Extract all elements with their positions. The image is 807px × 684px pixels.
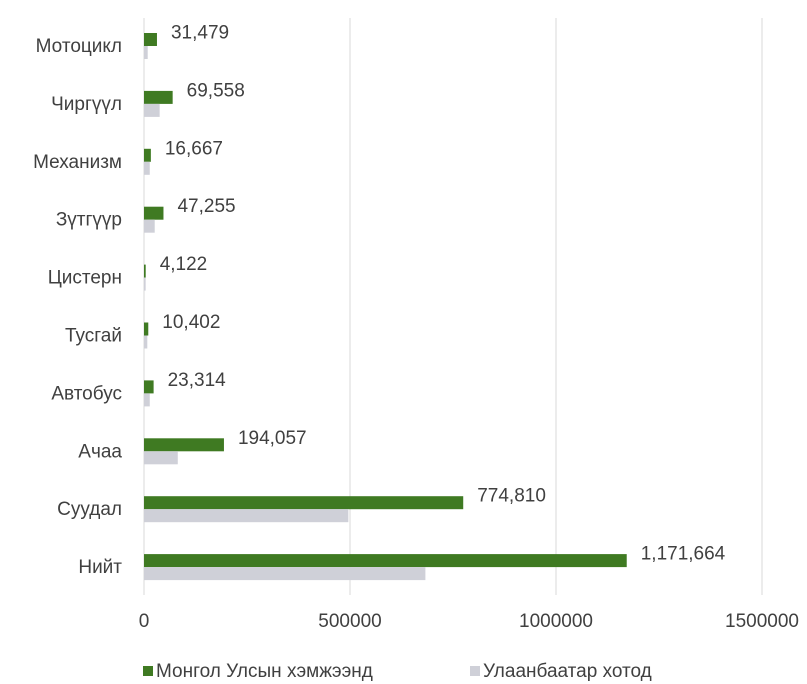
- bar: [144, 554, 627, 568]
- y-tick-label: Механизм: [33, 152, 122, 173]
- bar: [144, 277, 146, 291]
- bar: [144, 380, 154, 394]
- y-tick-label: Чиргүүл: [51, 94, 122, 115]
- data-label: 16,667: [165, 138, 223, 159]
- x-tick-label: 500000: [318, 611, 381, 632]
- bar: [144, 33, 157, 46]
- data-label: 194,057: [238, 428, 307, 449]
- bar: [144, 90, 173, 104]
- bar: [144, 335, 148, 349]
- y-tick-label: Мотоцикл: [36, 36, 122, 57]
- y-tick-label: Цистерн: [48, 268, 122, 289]
- bar: [144, 393, 150, 407]
- y-tick-label: Суудал: [57, 499, 122, 520]
- x-tick-label: 0: [139, 611, 150, 632]
- legend-label: Монгол Улсын хэмжээнд: [156, 661, 373, 682]
- x-tick-label: 1000000: [519, 611, 593, 632]
- data-label: 10,402: [162, 312, 220, 333]
- data-label: 47,255: [177, 196, 235, 217]
- bar: [144, 438, 224, 452]
- data-label: 1,171,664: [641, 544, 726, 565]
- bar: [144, 322, 149, 336]
- bar: [144, 496, 464, 510]
- x-tick-label: 1500000: [725, 611, 799, 632]
- y-tick-label: Автобус: [51, 383, 122, 404]
- legend-label: Улаанбаатар хотод: [483, 661, 652, 682]
- data-label: 4,122: [160, 254, 208, 275]
- data-label: 31,479: [171, 23, 229, 44]
- legend-swatch: [470, 666, 480, 676]
- y-tick-label: Нийт: [78, 557, 122, 578]
- bar: [144, 148, 151, 162]
- legend-swatch: [143, 666, 153, 676]
- bar: [144, 567, 426, 581]
- y-tick-label: Зүтгүүр: [56, 210, 122, 231]
- bar: [144, 451, 178, 465]
- data-label: 774,810: [477, 486, 546, 507]
- y-tick-label: Тусгай: [65, 326, 122, 347]
- bar: [144, 161, 150, 175]
- bar: [144, 206, 164, 220]
- bar: [144, 509, 349, 523]
- y-tick-label: Ачаа: [78, 441, 122, 462]
- bar: [144, 264, 146, 278]
- bar: [144, 46, 148, 59]
- data-label: 23,314: [168, 370, 227, 391]
- data-label: 69,558: [187, 80, 245, 101]
- bar: [144, 219, 155, 233]
- bar: [144, 103, 160, 117]
